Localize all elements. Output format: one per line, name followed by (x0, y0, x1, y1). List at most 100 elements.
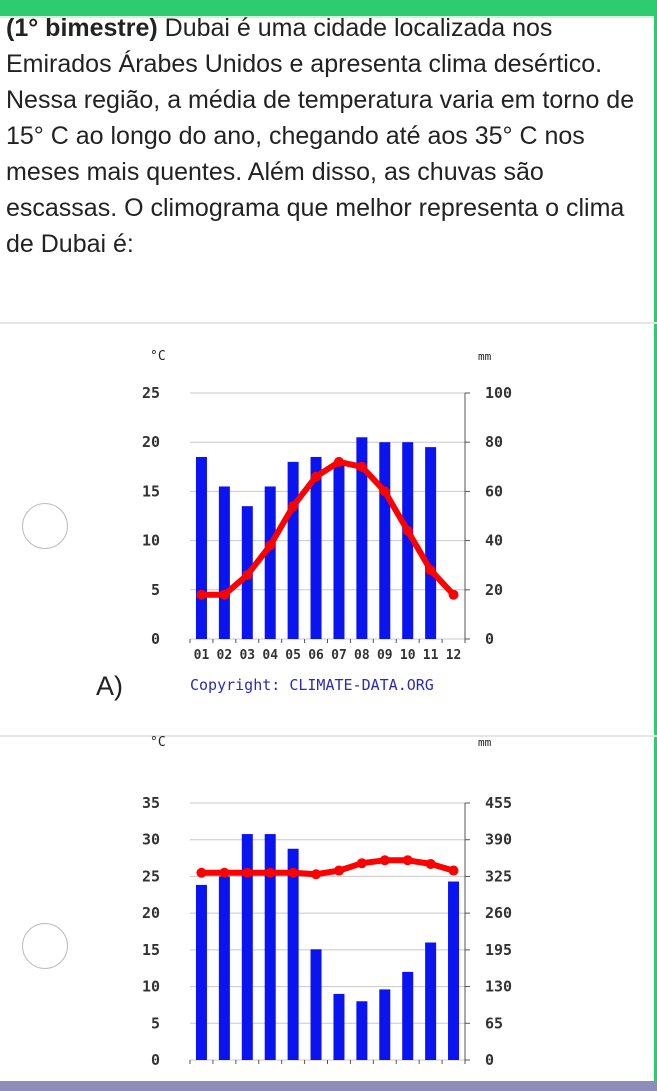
right-tick-label: 195 (485, 941, 512, 959)
left-unit-label: °C (150, 349, 166, 364)
precipitation-bar (287, 848, 299, 1060)
temperature-line (198, 458, 457, 598)
question-text: (1° bimestre) Dubai é uma cidade localiz… (6, 10, 646, 262)
temperature-point (379, 486, 390, 497)
right-tick-label: 0 (485, 630, 494, 648)
top-progress-bar (0, 0, 657, 16)
left-tick-label: 35 (142, 794, 160, 812)
temperature-point (402, 855, 413, 866)
precipitation-bar (379, 442, 391, 639)
right-tick-label: 0 (485, 1051, 494, 1069)
month-tick-label: 04 (262, 648, 278, 663)
divider (0, 322, 657, 324)
divider (0, 735, 657, 737)
temperature-point (379, 855, 390, 866)
left-tick-label: 30 (142, 831, 160, 849)
left-tick-label: 25 (142, 867, 160, 885)
right-tick-label: 260 (485, 904, 512, 922)
precipitation-bar (379, 989, 391, 1060)
right-tick-label: 20 (485, 581, 503, 599)
temperature-point (265, 867, 276, 878)
month-tick-label: 07 (331, 648, 347, 663)
temperature-point (288, 501, 299, 512)
precipitation-bar (264, 834, 276, 1060)
month-tick-label: 09 (377, 648, 393, 663)
precipitation-bar (287, 461, 299, 639)
temperature-point (333, 456, 344, 467)
left-tick-label: 0 (151, 1051, 160, 1069)
left-tick-label: 5 (151, 1014, 160, 1032)
temperature-point (242, 867, 253, 878)
right-edge-accent (654, 0, 657, 1091)
precipitation-bar (310, 456, 322, 639)
temperature-point (265, 540, 276, 551)
option-b-radio[interactable] (22, 923, 68, 969)
temperature-point (448, 865, 459, 876)
precipitation-bar (425, 447, 437, 639)
precipitation-bar (195, 884, 207, 1060)
climograph-option-b: °C mm 0 0 5 65 10 130 15 195 20 260 25 325 30 390 35 455 (142, 735, 512, 1069)
bottom-bar (0, 1081, 657, 1091)
month-tick-label: 11 (423, 648, 439, 663)
right-tick-label: 325 (485, 867, 512, 885)
precipitation-bar (218, 876, 230, 1060)
temperature-point (196, 589, 207, 600)
temperature-point (219, 589, 230, 600)
right-tick-label: 130 (485, 978, 512, 996)
left-unit-label: °C (150, 735, 166, 750)
precipitation-bar (425, 942, 437, 1060)
precipitation-bar (333, 461, 345, 639)
right-unit-label: mm (478, 350, 492, 363)
temperature-point (402, 525, 413, 536)
month-tick-label: 01 (194, 648, 210, 663)
month-tick-label: 02 (217, 648, 233, 663)
left-tick-label: 20 (142, 904, 160, 922)
question-body: Dubai é uma cidade localizada nos Emirad… (6, 14, 635, 258)
left-tick-label: 20 (142, 433, 160, 451)
month-tick-label: 12 (446, 648, 462, 663)
precipitation-bar (195, 456, 207, 639)
left-tick-label: 15 (142, 482, 160, 500)
temperature-point (448, 589, 459, 600)
temperature-point (356, 461, 367, 472)
precipitation-bar (310, 949, 322, 1060)
left-tick-label: 15 (142, 941, 160, 959)
right-tick-label: 455 (485, 794, 512, 812)
temperature-point (288, 867, 299, 878)
right-tick-label: 65 (485, 1014, 503, 1032)
precipitation-bar (448, 881, 460, 1060)
precipitation-bar (264, 486, 276, 639)
precipitation-bar (218, 486, 230, 639)
left-tick-label: 25 (142, 384, 160, 402)
temperature-line (198, 857, 457, 878)
month-tick-label: 05 (285, 648, 301, 663)
month-tick-label: 10 (400, 648, 416, 663)
temperature-point (196, 867, 207, 878)
precipitation-bar (241, 834, 253, 1060)
option-a-radio[interactable] (22, 503, 68, 549)
right-tick-label: 80 (485, 433, 503, 451)
temperature-point (425, 565, 436, 576)
precipitation-bar (356, 437, 368, 639)
question-prefix: (1° bimestre) (6, 14, 158, 42)
right-unit-label: mm (478, 736, 492, 749)
precipitation-bar (402, 442, 414, 639)
right-tick-label: 60 (485, 482, 503, 500)
precipitation-bar (333, 993, 345, 1060)
month-tick-label: 03 (239, 648, 255, 663)
right-tick-label: 100 (485, 384, 512, 402)
precipitation-bar (402, 971, 414, 1060)
left-tick-label: 0 (151, 630, 160, 648)
precipitation-bar (356, 1001, 368, 1060)
month-tick-label: 06 (308, 648, 324, 663)
left-tick-label: 10 (142, 532, 160, 550)
left-tick-label: 5 (151, 581, 160, 599)
temperature-point (356, 858, 367, 869)
option-a-letter: A) (96, 671, 123, 701)
temperature-point (333, 865, 344, 876)
temperature-point (311, 869, 322, 880)
month-tick-label: 08 (354, 648, 370, 663)
option-a-copyright: Copyright: CLIMATE-DATA.ORG (190, 676, 434, 694)
left-tick-label: 10 (142, 978, 160, 996)
